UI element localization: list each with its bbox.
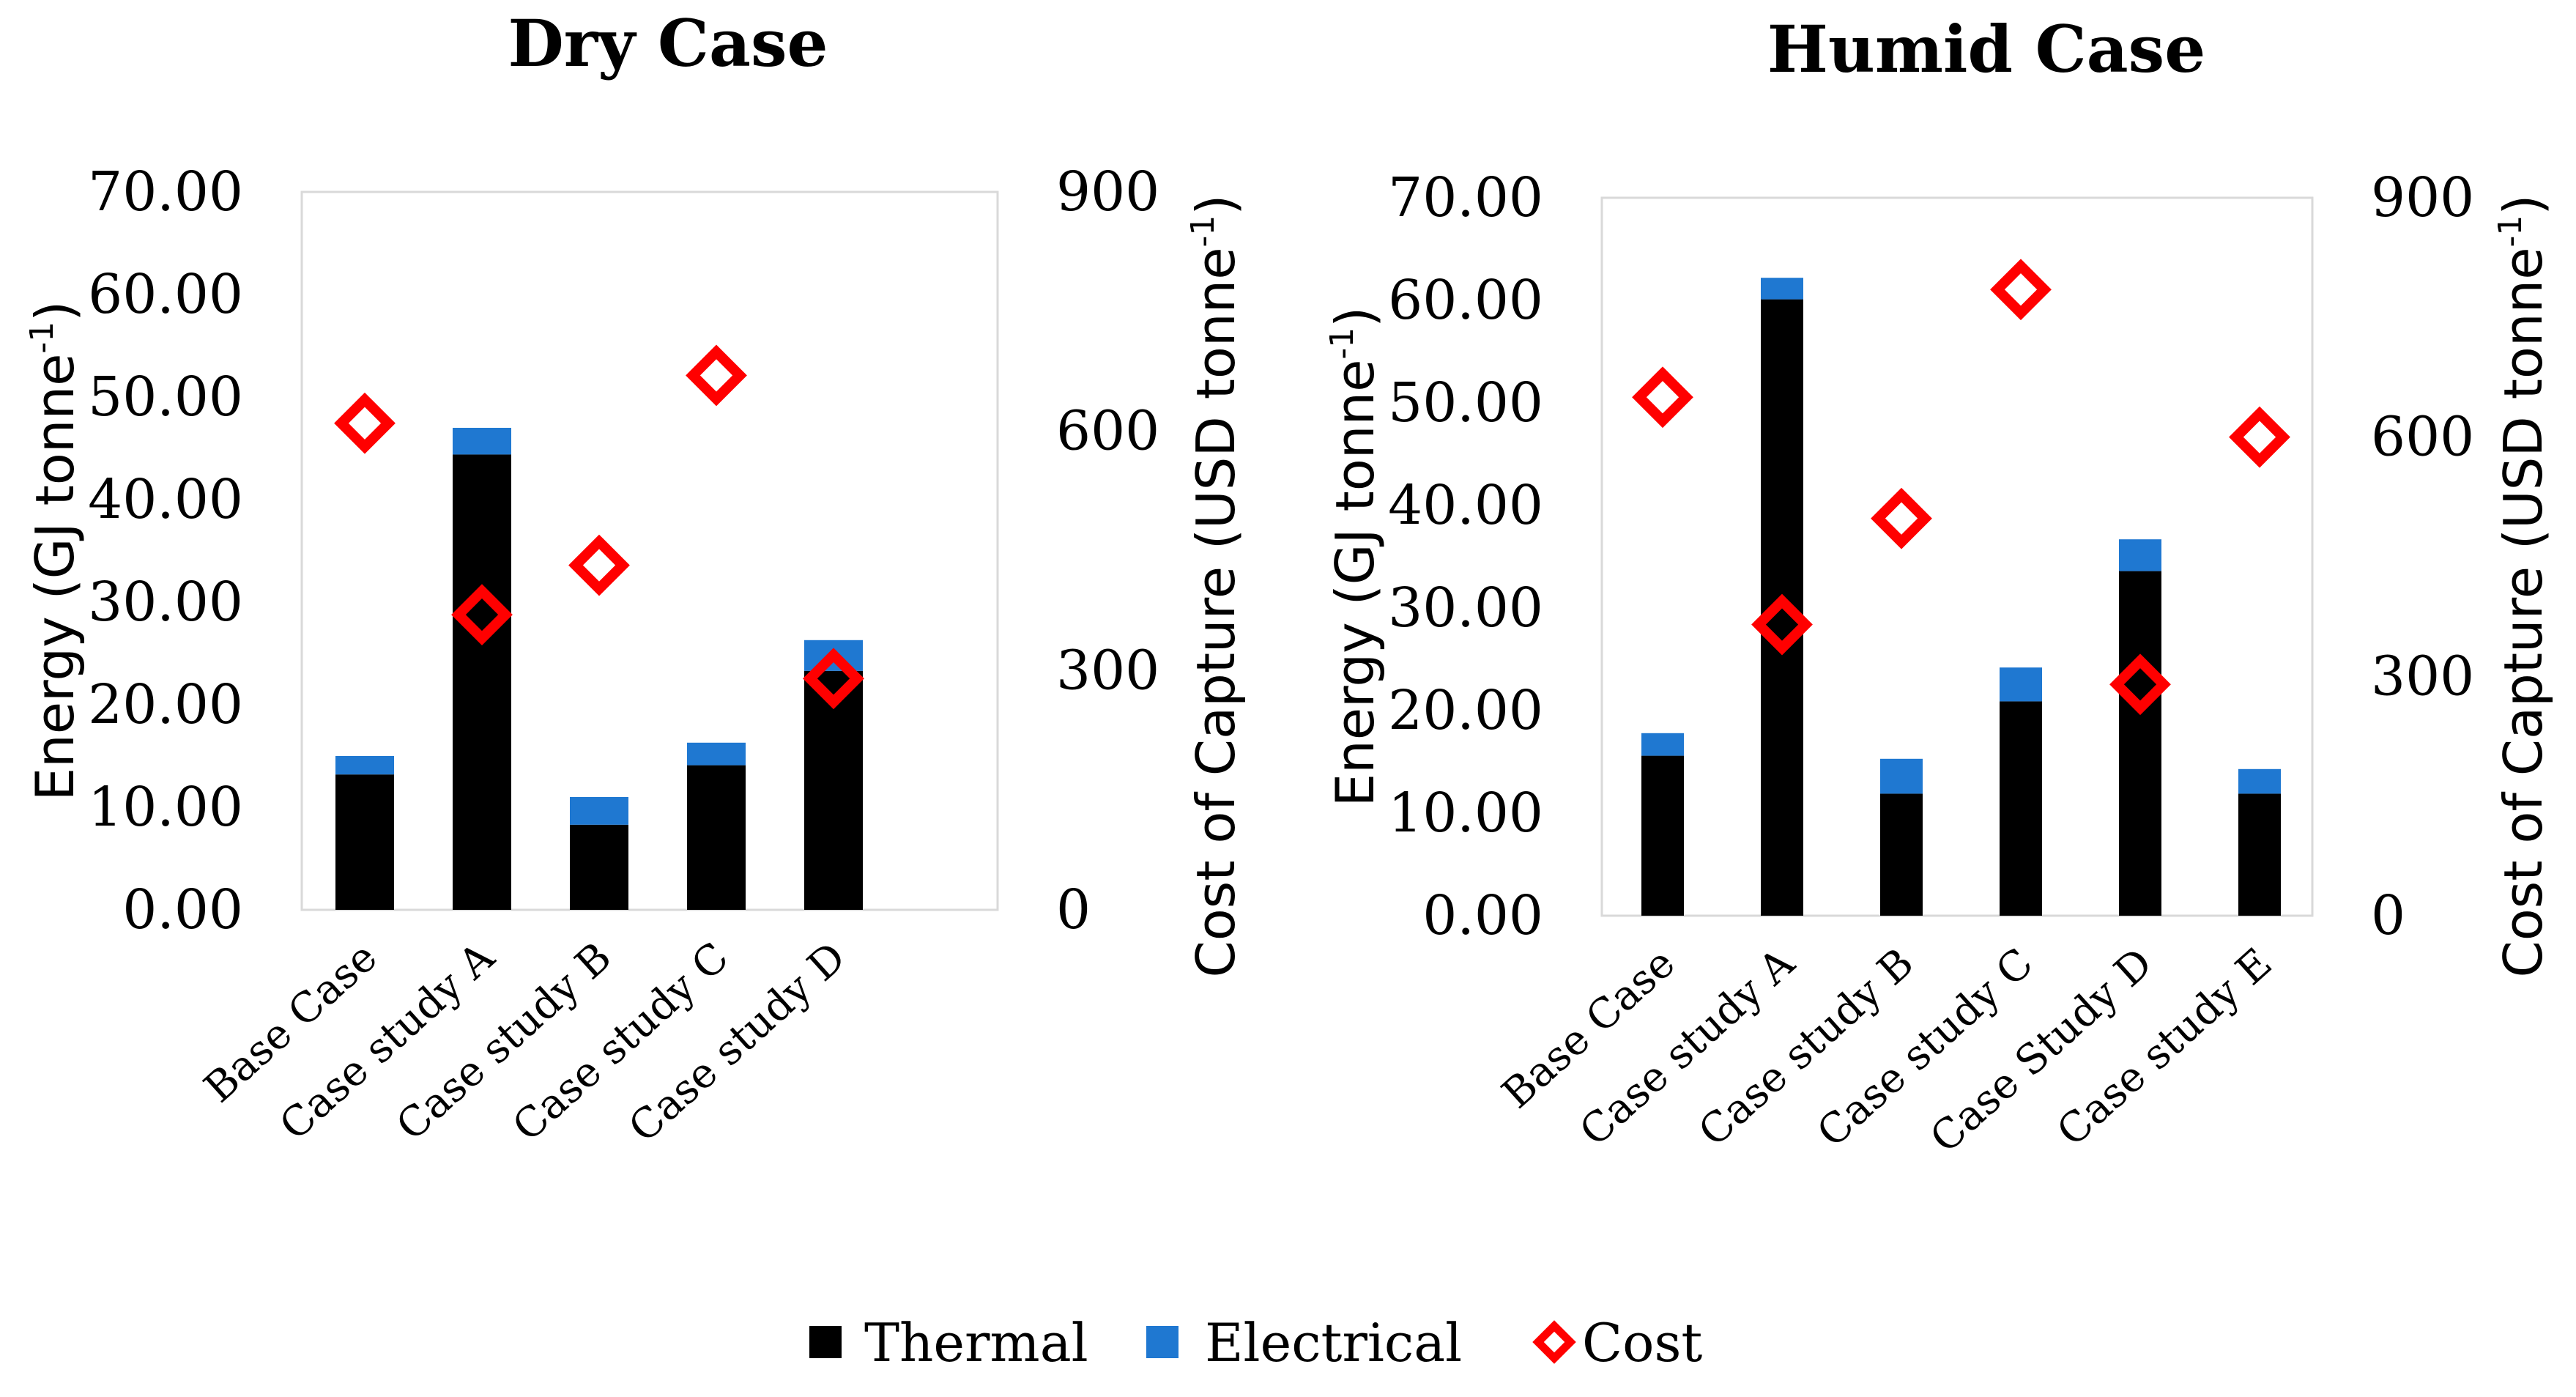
- y2-tick-label: 600: [2371, 406, 2474, 469]
- cost-marker: [1632, 366, 1693, 429]
- cost-marker: [1871, 487, 1932, 549]
- bar-electrical: [2119, 539, 2161, 571]
- bar-thermal: [2238, 793, 2281, 916]
- bar-thermal: [1880, 793, 1923, 916]
- y-tick-label: 50.00: [1388, 371, 1543, 434]
- y2-tick-label: 300: [1056, 639, 1159, 702]
- cost-marker: [2109, 653, 2171, 716]
- bar-electrical: [1761, 278, 1803, 300]
- y2-tick-label: 900: [1056, 160, 1159, 223]
- y2-tick-label: 300: [2371, 645, 2474, 708]
- y-tick-label: 10.00: [1388, 782, 1543, 845]
- dry-case-title: Dry Case: [508, 5, 828, 81]
- legend-swatch-electrical: [1146, 1326, 1178, 1358]
- y-tick-label: 70.00: [88, 160, 243, 223]
- cost-marker: [1751, 593, 1813, 656]
- bar-electrical: [1880, 758, 1923, 794]
- bar-electrical: [2000, 667, 2042, 702]
- dry-case-panel: Dry Case 0.00 10.00 20.00 30.00 40.00 50.00 60…: [23, 5, 1247, 1152]
- cost-marker: [2229, 406, 2290, 468]
- cost-marker: [451, 584, 513, 646]
- y-tick-label: 30.00: [1388, 577, 1543, 640]
- bar-thermal: [453, 454, 511, 910]
- y-tick-label: 0.00: [122, 878, 243, 941]
- legend-label: Electrical: [1205, 1312, 1462, 1374]
- humid-case-title: Humid Case: [1767, 11, 2205, 87]
- y-tick-label: 70.00: [1388, 166, 1543, 229]
- legend: Thermal Electrical Cost: [809, 1312, 1702, 1374]
- y2-tick-label: 600: [1056, 400, 1159, 463]
- dry-case-left-axis: 0.00 10.00 20.00 30.00 40.00 50.00 60.00 70.00: [88, 160, 243, 941]
- humid-case-y-axis-label: Energy (GJ tonne-1): [1324, 307, 1386, 807]
- y-tick-label: 20.00: [1388, 679, 1543, 742]
- y-tick-label: 60.00: [88, 263, 243, 326]
- bar-thermal: [1641, 755, 1684, 916]
- dry-case-bars: [335, 428, 863, 910]
- y2-tick-label: 0: [2371, 884, 2405, 947]
- bar-thermal: [2119, 571, 2161, 916]
- legend-swatch-thermal: [809, 1326, 842, 1358]
- humid-case-bars: [1641, 278, 2281, 916]
- y-tick-label: 10.00: [88, 776, 243, 839]
- cost-marker: [568, 534, 630, 596]
- y-tick-label: 0.00: [1422, 884, 1543, 947]
- bar-electrical: [335, 756, 394, 775]
- bar-electrical: [570, 797, 628, 825]
- humid-case-plot-area: [1600, 196, 2314, 917]
- legend-label: Thermal: [864, 1312, 1088, 1374]
- humid-case-y2-axis-label: Cost of Capture (USD tonne-1): [2492, 194, 2554, 977]
- dry-case-plot-area: [300, 190, 999, 911]
- bar-thermal: [2000, 701, 2042, 916]
- bar-thermal: [687, 765, 746, 910]
- category-label: Case study A: [1571, 939, 1804, 1156]
- y-tick-label: 50.00: [88, 366, 243, 429]
- y-tick-label: 20.00: [88, 673, 243, 736]
- dry-case-y2-axis-label: Cost of Capture (USD tonne-1): [1184, 194, 1247, 977]
- y-tick-label: 60.00: [1388, 269, 1543, 332]
- bar-thermal: [804, 670, 863, 910]
- humid-case-right-axis: 0 300 600 900: [2371, 166, 2474, 947]
- y2-tick-label: 0: [1056, 878, 1091, 941]
- category-label: Case study E: [2048, 939, 2281, 1155]
- humid-case-cost-markers: [1632, 259, 2290, 716]
- dry-case-cost-markers: [334, 344, 864, 710]
- cost-marker: [1990, 259, 2052, 321]
- y2-tick-label: 900: [2371, 166, 2474, 229]
- cost-marker: [803, 648, 864, 710]
- y-tick-label: 40.00: [88, 468, 243, 531]
- humid-case-panel: Humid Case 0.00 10.00 20.00 30.00 40.00 50.00…: [1324, 11, 2554, 1163]
- bar-electrical: [1641, 733, 1684, 756]
- bar-electrical: [2238, 768, 2281, 794]
- legend-swatch-cost: [1532, 1320, 1576, 1364]
- category-label: Case study B: [1690, 939, 1923, 1156]
- bar-electrical: [687, 742, 746, 766]
- humid-case-left-axis: 0.00 10.00 20.00 30.00 40.00 50.00 60.00 70.00: [1388, 166, 1543, 947]
- bar-thermal: [335, 774, 394, 910]
- legend-label: Cost: [1582, 1312, 1702, 1374]
- dry-case-y-axis-label: Energy (GJ tonne-1): [23, 301, 86, 801]
- cost-marker: [686, 344, 747, 407]
- bar-thermal: [570, 824, 628, 910]
- cost-marker: [334, 392, 396, 454]
- y-tick-label: 40.00: [1388, 474, 1543, 537]
- dry-case-right-axis: 0 300 600 900: [1056, 160, 1159, 941]
- y-tick-label: 30.00: [88, 571, 243, 634]
- bar-electrical: [453, 428, 511, 455]
